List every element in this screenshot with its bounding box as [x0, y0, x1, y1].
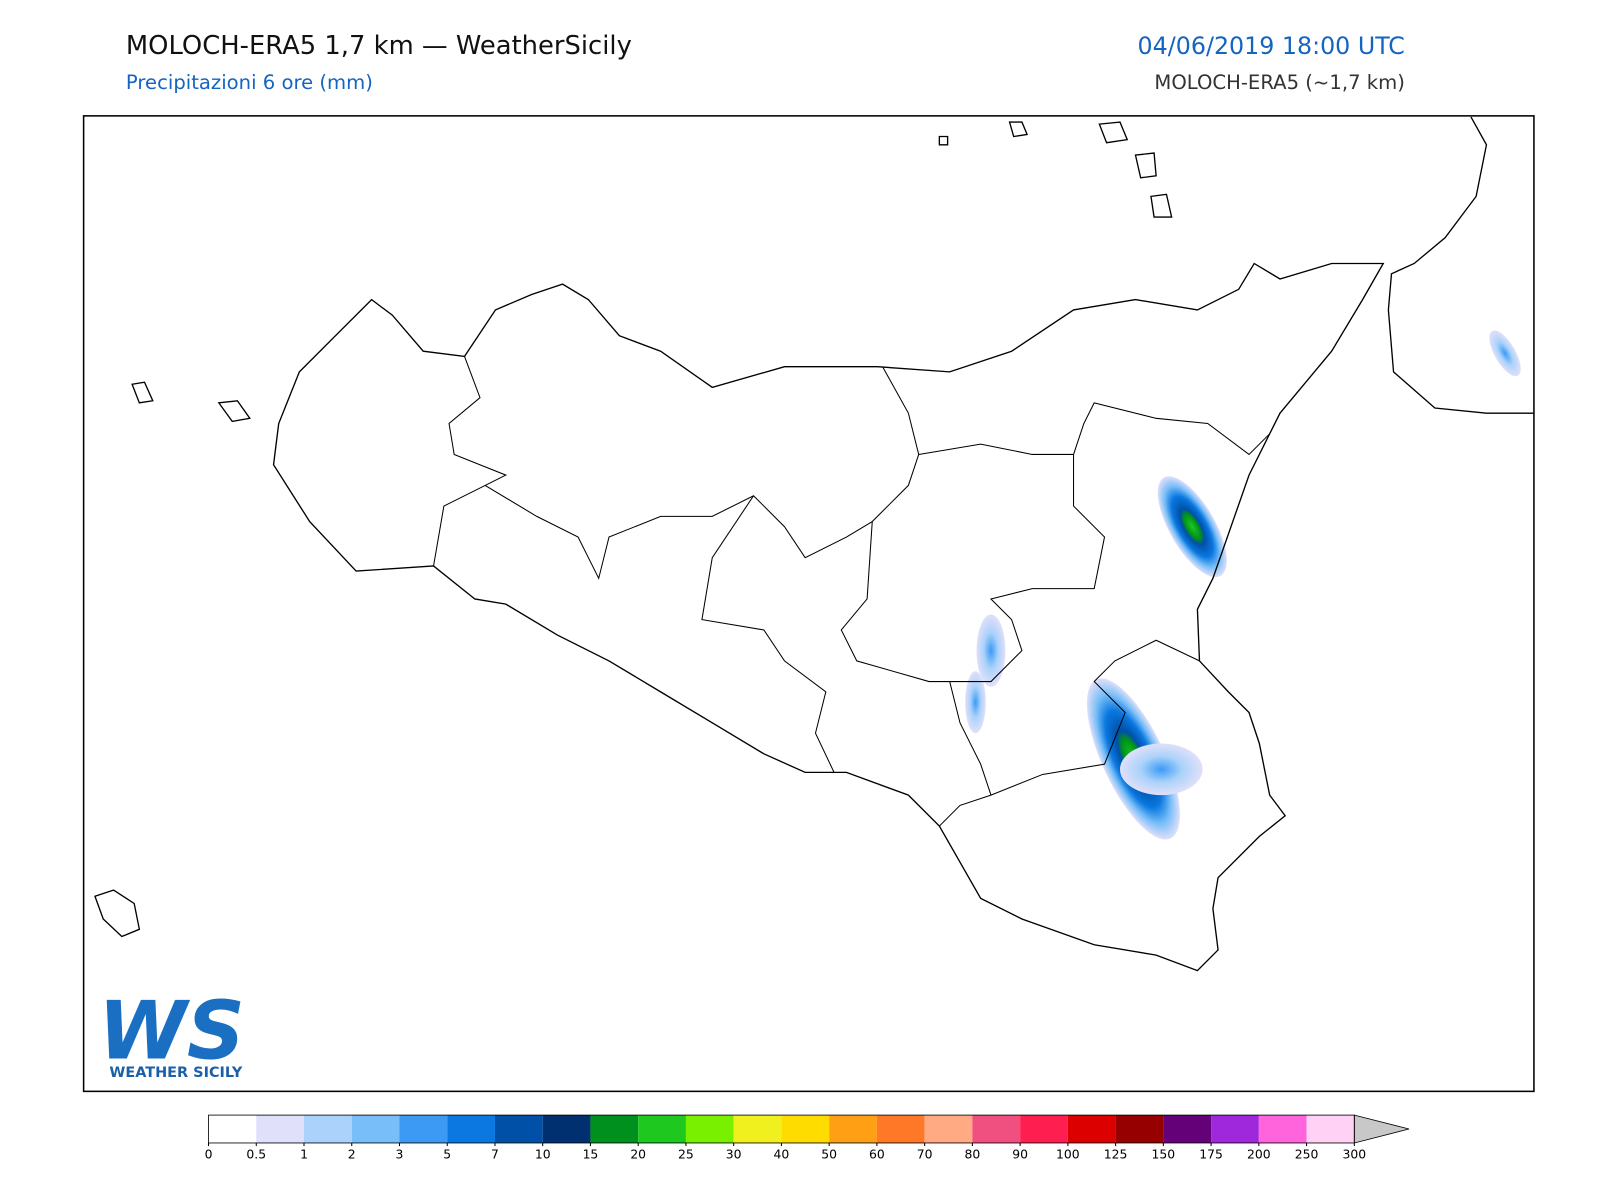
precip-area [1120, 743, 1203, 796]
colorbar-segment [304, 1115, 352, 1143]
precip-area [1489, 330, 1521, 377]
colorbar-tick-label: 60 [869, 1147, 885, 1161]
colorbar-segment [1115, 1115, 1164, 1143]
colorbar-tick-label: 90 [1012, 1147, 1028, 1161]
colorbar-tick-label: 10 [535, 1147, 551, 1161]
colorbar-segment [256, 1115, 304, 1143]
colorbar-segment [876, 1115, 925, 1143]
colorbar-segment [829, 1115, 877, 1143]
colorbar-tick-label: 25 [678, 1147, 694, 1161]
colorbar-segment [733, 1115, 782, 1143]
colorbar-segment [399, 1115, 448, 1143]
colorbar-tick-label: 70 [917, 1147, 933, 1161]
islands [94, 121, 1173, 938]
colorbar-tick-label: 15 [583, 1147, 599, 1161]
colorbar-segment [1258, 1115, 1307, 1143]
precip-area [965, 671, 986, 734]
colorbar-extend [1353, 1114, 1410, 1144]
map [94, 116, 1534, 972]
precip-area [976, 614, 1006, 687]
colorbar-tick-label: 250 [1295, 1147, 1319, 1161]
colorbar-tick-label: 200 [1247, 1147, 1271, 1161]
colorbar-tick-label: 100 [1056, 1147, 1080, 1161]
title: MOLOCH-ERA5 1,7 km — WeatherSicily [126, 31, 632, 61]
colorbar-tick-label: 20 [630, 1147, 646, 1161]
subtitle: Precipitazioni 6 ore (mm) [126, 71, 373, 94]
colorbar-segment [494, 1115, 543, 1143]
colorbar-segment [638, 1115, 686, 1143]
precip-area [1157, 476, 1227, 578]
colorbar-tick-label: 30 [726, 1147, 742, 1161]
colorbar-tick-label: 1 [300, 1147, 308, 1161]
colorbar-segment [447, 1115, 495, 1143]
sicily-coast [272, 262, 1385, 972]
colorbar-segment [1020, 1115, 1068, 1143]
colorbar-segment [781, 1115, 830, 1143]
colorbar-tick-label: 7 [491, 1147, 499, 1161]
colorbar-tick-label: 0.5 [246, 1147, 266, 1161]
colorbar-segment [1163, 1115, 1212, 1143]
colorbar-segment [685, 1115, 734, 1143]
colorbar-tick-label: 175 [1199, 1147, 1223, 1161]
province-boundaries [433, 356, 1271, 827]
colorbar-tick-label: 3 [396, 1147, 404, 1161]
datetime: 04/06/2019 18:00 UTC [1138, 32, 1405, 60]
colorbar: 0 0.5 1 2 3 5 7 10 15 20 25 30 40 50 60 70 80 90 100 125 150… [205, 1114, 1410, 1161]
colorbar-tick-label: 300 [1343, 1147, 1367, 1161]
colorbar-segment [924, 1115, 973, 1143]
colorbar-segment [351, 1115, 400, 1143]
colorbar-segment [972, 1115, 1021, 1143]
colorbar-tick-label: 80 [965, 1147, 981, 1161]
colorbar-tick-label: 0 [205, 1147, 213, 1161]
colorbar-segment [542, 1115, 591, 1143]
colorbar-tick-label: 2 [348, 1147, 356, 1161]
colorbar-segment [590, 1115, 639, 1143]
colorbar-segment [208, 1115, 257, 1143]
colorbar-segment [1211, 1115, 1259, 1143]
colorbar-segment [1306, 1115, 1355, 1143]
colorbar-tick-label: 5 [443, 1147, 451, 1161]
colorbar-tick-label: 125 [1104, 1147, 1128, 1161]
logo: WS WEATHER SICILY [98, 983, 245, 1081]
model-label: MOLOCH-ERA5 (~1,7 km) [1154, 71, 1404, 94]
colorbar-tick-label: 50 [821, 1147, 837, 1161]
map-frame [82, 115, 1535, 1093]
calabria-coast [1387, 116, 1534, 414]
logo-text: WEATHER SICILY [109, 1065, 242, 1081]
logo-letters: WS [98, 983, 245, 1077]
colorbar-segment [1067, 1115, 1116, 1143]
colorbar-tick-label: 40 [774, 1147, 790, 1161]
colorbar-tick-label: 150 [1152, 1147, 1176, 1161]
